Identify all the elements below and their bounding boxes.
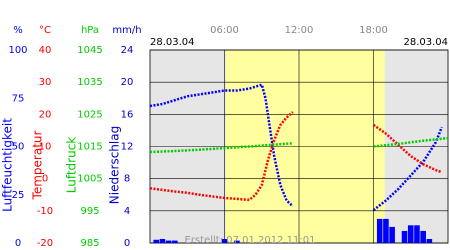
y-tick-label: 75 <box>12 93 25 104</box>
axis-unit: °C <box>39 25 51 36</box>
axis-unit: % <box>13 25 23 36</box>
y-tick-label: 0 <box>124 238 130 249</box>
date-right: 28.03.04 <box>403 37 448 48</box>
y-tick-label: 40 <box>39 45 52 56</box>
precip-bar <box>426 238 433 243</box>
date-left: 28.03.04 <box>150 37 195 48</box>
axis-title: Temperatur <box>31 130 45 200</box>
data-line <box>149 136 449 154</box>
precip-bar <box>420 230 426 243</box>
data-line <box>149 111 443 202</box>
y-tick-label: 4 <box>124 206 130 217</box>
axis-unit: hPa <box>81 25 99 36</box>
y-tick-label: 25 <box>12 190 25 201</box>
precip-bar <box>407 225 414 243</box>
precip-bar <box>172 240 178 243</box>
precip-bar <box>401 230 408 243</box>
axis-title: Niederschlag <box>108 126 122 204</box>
precip-bar <box>159 238 166 243</box>
y-tick-label: 16 <box>121 109 134 120</box>
precip-bar <box>376 218 383 243</box>
precip-bar <box>414 225 420 243</box>
y-tick-label: 10 <box>39 142 52 153</box>
y-tick-label: 0 <box>15 238 21 249</box>
axis-unit: mm/h <box>112 25 141 36</box>
y-tick-label: 0 <box>42 174 48 185</box>
data-line <box>149 83 443 212</box>
precip-bar <box>153 239 160 243</box>
y-tick-label: 12 <box>121 142 134 153</box>
precip-bar <box>234 240 240 243</box>
y-tick-label: 1005 <box>77 174 102 185</box>
y-tick-label: 1045 <box>77 45 102 56</box>
x-tick-label: 18:00 <box>359 25 388 36</box>
y-tick-label: 30 <box>39 77 52 88</box>
x-tick-label: 06:00 <box>210 25 239 36</box>
y-tick-label: -20 <box>37 238 53 249</box>
y-tick-label: 20 <box>39 109 52 120</box>
y-tick-label: 24 <box>121 45 134 56</box>
y-tick-label: 1015 <box>77 142 102 153</box>
y-tick-label: 1035 <box>77 77 102 88</box>
precip-bar <box>165 240 172 243</box>
precip-bar <box>383 218 389 243</box>
axis-title: Luftdruck <box>65 137 79 194</box>
y-tick-label: 100 <box>8 45 27 56</box>
y-tick-label: 20 <box>121 77 134 88</box>
y-tick-label: 995 <box>80 206 99 217</box>
precip-bar <box>389 226 395 243</box>
y-tick-label: 1025 <box>77 109 102 120</box>
y-tick-label: 8 <box>124 174 130 185</box>
axis-title: Luftfeuchtigkeit <box>1 118 15 212</box>
footer: Erstellt: 07.01.2012 11:01 <box>185 235 316 246</box>
y-tick-label: 50 <box>12 142 25 153</box>
y-tick-label: -10 <box>37 206 53 217</box>
precip-bar <box>221 238 228 243</box>
x-tick-label: 12:00 <box>285 25 314 36</box>
plot-border <box>149 49 449 244</box>
y-tick-label: 985 <box>80 238 99 249</box>
